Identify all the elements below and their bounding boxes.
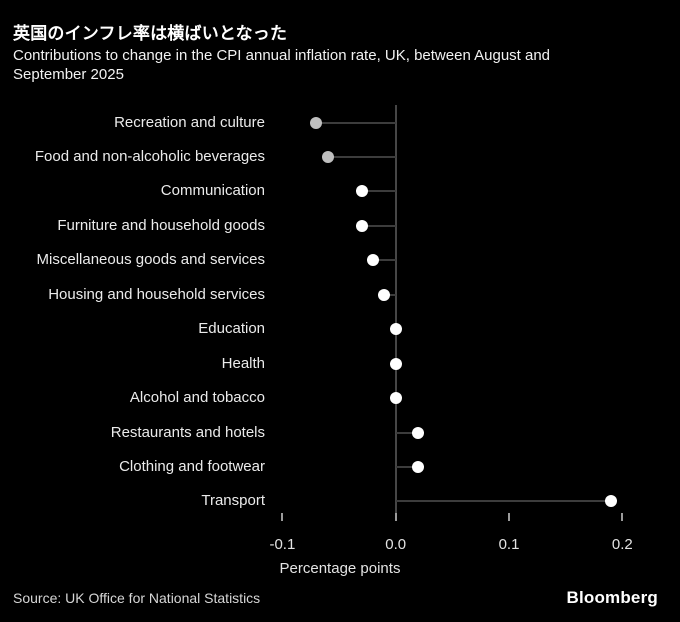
bloomberg-logo: Bloomberg [566, 588, 658, 607]
lollipop-stem [373, 259, 396, 262]
lollipop-stem [395, 500, 611, 503]
chart-title-japanese: 英国のインフレ率は横ばいとなった [13, 24, 288, 43]
source-note: Source: UK Office for National Statistic… [13, 590, 261, 606]
lollipop-stem [395, 466, 419, 468]
category-label: Food and non-alcoholic beverages [34, 147, 265, 165]
lollipop-dot [310, 116, 323, 129]
category-label: Miscellaneous goods and services [36, 251, 265, 269]
category-label: Education [198, 320, 265, 338]
x-axis-tick-label: 0.0 [385, 536, 407, 553]
lollipop-stem [384, 293, 396, 296]
lollipop-dot [378, 288, 391, 301]
zero-axis-line [394, 105, 397, 518]
category-label: Communication [160, 182, 265, 200]
lollipop-dot [389, 392, 402, 405]
category-label: Housing and household services [48, 285, 265, 303]
x-axis-tick [394, 513, 397, 521]
category-label: Restaurants and hotels [110, 423, 265, 441]
category-label: Transport [201, 492, 265, 510]
x-axis-tick-label: -0.1 [269, 536, 296, 553]
x-axis-tick [281, 513, 284, 521]
x-axis-tick-label: 0.1 [498, 536, 520, 553]
lollipop-dot [355, 219, 368, 232]
category-label: Alcohol and tobacco [129, 389, 265, 407]
lollipop-dot [389, 323, 402, 336]
lollipop-dot [412, 426, 425, 439]
category-label: Clothing and footwear [119, 458, 265, 475]
category-label: Furniture and household goods [57, 216, 265, 234]
lollipop-stem [361, 224, 396, 227]
chart-subtitle: Contributions to change in the CPI annua… [13, 47, 551, 83]
category-label: Health [221, 354, 265, 372]
lollipop-stem [316, 121, 396, 124]
lollipop-dot [389, 357, 402, 370]
x-axis-tick [621, 513, 624, 521]
category-label: Recreation and culture [114, 113, 265, 131]
lollipop-dot [355, 185, 368, 198]
lollipop-dot [412, 461, 425, 473]
lollipop-stem [327, 155, 396, 158]
lollipop-dot [321, 150, 334, 163]
lollipop-stem [395, 431, 419, 434]
x-axis-tick-label: 0.2 [611, 536, 633, 553]
lollipop-dot [367, 254, 380, 267]
lollipop-stem [361, 190, 396, 193]
x-axis-tick [508, 513, 510, 521]
x-axis-title: Percentage points [279, 560, 401, 577]
lollipop-dot [604, 495, 617, 508]
